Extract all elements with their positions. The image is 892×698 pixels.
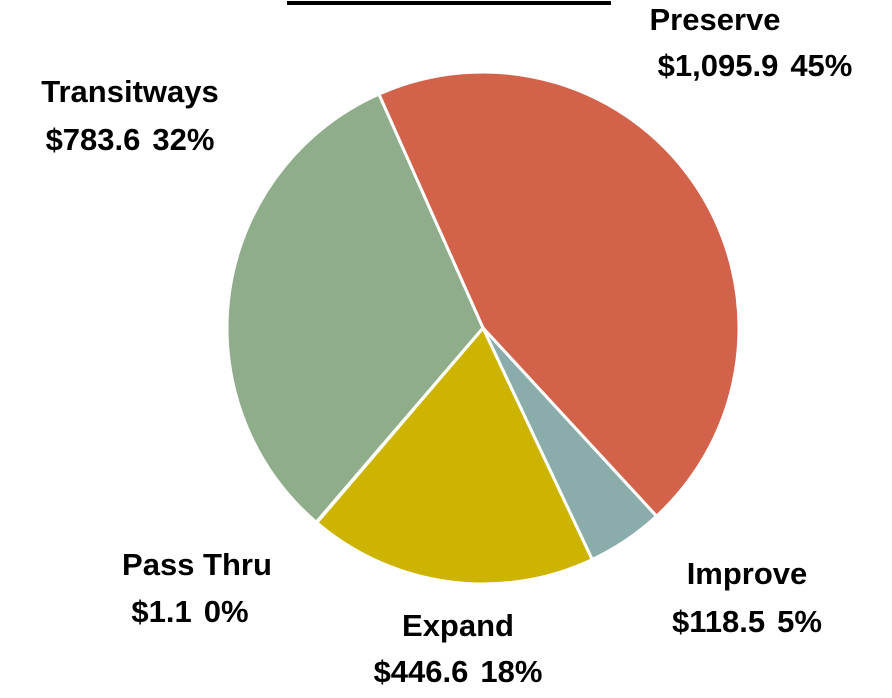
slice-name: Pass Thru [122, 547, 272, 582]
value-label: $783.6 [46, 122, 141, 157]
slice-value: $118.5 5% [672, 604, 822, 639]
pie-slice [225, 92, 485, 525]
value-label: $118.5 [672, 604, 765, 639]
percent-label: 32% [152, 122, 214, 157]
slice-name: Expand [402, 608, 514, 643]
slice-name: Improve [687, 556, 808, 591]
value-label: $1,095.9 [658, 48, 779, 83]
percent-label: 18% [480, 654, 542, 689]
pie-slice [376, 70, 741, 519]
percent-label: 0% [204, 594, 249, 629]
value-label: $1.1 [131, 594, 191, 629]
slice-value: $1.1 0% [131, 594, 248, 629]
slice-value: $1,095.9 45% [658, 48, 853, 83]
slice-name: Transitways [41, 74, 218, 109]
pie-slice [314, 325, 595, 586]
value-label: $446.6 [374, 654, 469, 689]
percent-label: 5% [777, 604, 822, 639]
slice-name: Preserve [649, 2, 780, 37]
slice-value: $446.6 18% [374, 654, 543, 689]
percent-label: 45% [790, 48, 852, 83]
slice-value: $783.6 32% [46, 122, 215, 157]
